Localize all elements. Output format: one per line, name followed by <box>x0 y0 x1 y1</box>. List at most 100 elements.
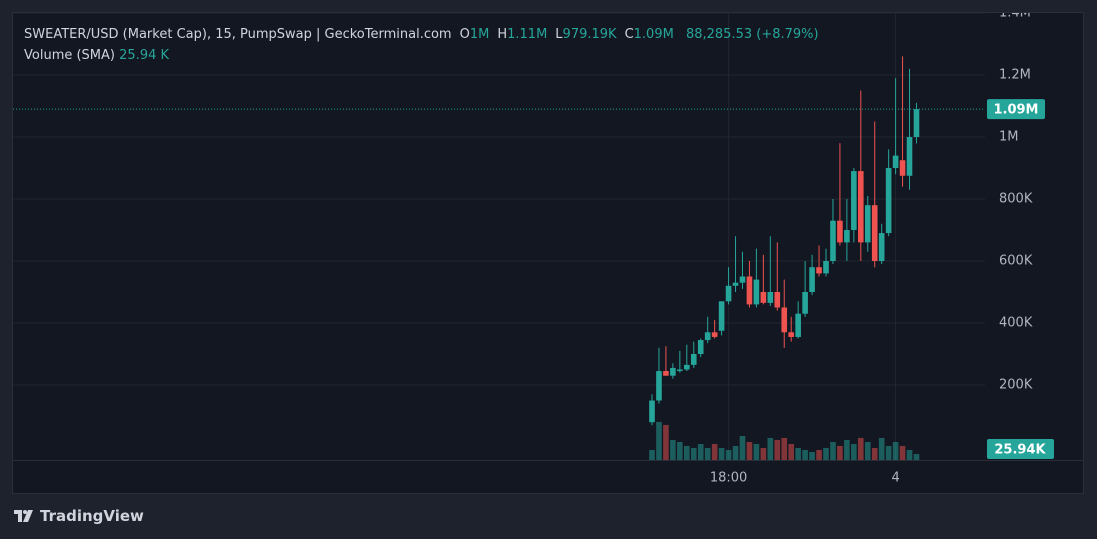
candle-body <box>837 220 843 243</box>
volume-value: 25.94 K <box>119 48 170 63</box>
candle-body <box>823 261 829 274</box>
candle-body <box>697 340 704 354</box>
volume-bar <box>802 449 808 460</box>
volume-bar <box>649 449 655 460</box>
volume-bar <box>725 449 732 460</box>
symbol-title: SWEATER/USD (Market Cap), 15, PumpSwap |… <box>24 27 452 42</box>
last-price-label: 1.09M <box>993 103 1038 118</box>
candle-body <box>906 137 913 176</box>
volume-bar <box>913 454 920 460</box>
candle-body <box>830 220 836 261</box>
candle-body <box>732 282 739 286</box>
volume-bar <box>837 445 843 460</box>
ohlc-value: 1.11M <box>507 27 548 42</box>
candle-body <box>684 364 690 370</box>
volume-bar <box>844 439 850 460</box>
candle-body <box>878 233 885 261</box>
volume-bar <box>892 441 899 460</box>
candle-body <box>677 369 683 372</box>
ohlc-value: 1.09M <box>633 27 674 42</box>
ohlc-value: 979.19K <box>562 27 617 42</box>
candle-body <box>913 109 920 137</box>
legend-row: SWEATER/USD (Market Cap), 15, PumpSwap |… <box>24 24 819 45</box>
y-tick-label: 1.4M <box>999 6 1031 21</box>
volume-bar <box>697 443 704 460</box>
candle-body <box>795 313 801 337</box>
volume-bar <box>760 447 767 460</box>
candle-body <box>753 279 760 305</box>
candle-body <box>871 205 878 261</box>
volume-bar <box>711 443 718 460</box>
candle-body <box>649 400 655 423</box>
volume-bar <box>732 445 739 460</box>
candle-body <box>809 267 815 292</box>
candle-body <box>781 307 788 333</box>
volume-bar <box>851 443 857 460</box>
candle-body <box>663 371 669 376</box>
candle-body <box>690 354 697 365</box>
volume-bar <box>864 441 871 460</box>
candle-body <box>864 205 871 243</box>
volume-bar <box>885 445 892 460</box>
candle-body <box>885 168 892 234</box>
candle-body <box>851 171 857 230</box>
volume-bar <box>746 441 753 460</box>
candle-body <box>802 292 808 314</box>
ohlc-key: L <box>555 27 563 42</box>
candle-body <box>760 292 767 303</box>
ohlc-values: O1M H1.11M L979.19K C1.09M <box>452 27 674 42</box>
y-tick-label: 1.2M <box>999 68 1031 83</box>
chart-frame <box>12 12 1084 494</box>
volume-bar <box>690 447 697 460</box>
volume-bar <box>795 447 801 460</box>
volume-bar <box>774 439 781 460</box>
brand-name: TradingView <box>40 507 144 525</box>
candle-body <box>746 276 753 305</box>
change: 88,285.53 (+8.79%) <box>685 27 819 42</box>
candle-body <box>725 285 732 302</box>
y-tick-label: 200K <box>999 378 1033 393</box>
y-tick-label: 800K <box>999 192 1033 207</box>
volume-row: Volume (SMA) 25.94 K <box>24 45 819 66</box>
candle-body <box>892 155 899 168</box>
volume-bar <box>656 421 662 460</box>
volume-bar <box>899 445 906 460</box>
volume-bar <box>823 447 829 460</box>
volume-bar <box>670 439 676 460</box>
volume-bar <box>753 443 760 460</box>
volume-bar <box>767 437 774 460</box>
brand: TradingView <box>14 507 144 525</box>
candle-body <box>767 292 774 303</box>
ohlc-key: C <box>624 27 634 42</box>
volume-badge-label: 25.94K <box>994 442 1046 457</box>
candle-body <box>670 367 676 376</box>
candle-body <box>858 171 864 243</box>
candle-body <box>816 267 822 274</box>
volume-bar <box>858 437 864 460</box>
volume-bar <box>878 437 885 460</box>
y-tick-label: 1M <box>999 130 1019 145</box>
candle-body <box>844 230 850 243</box>
candle-body <box>788 332 794 337</box>
volume-bar <box>663 424 669 460</box>
volume-bar <box>718 447 725 460</box>
volume-title: Volume (SMA) <box>24 48 115 63</box>
ohlc-key: O <box>459 27 470 42</box>
candle-body <box>774 292 781 308</box>
candle-body <box>718 301 725 331</box>
volume-bar <box>704 447 711 460</box>
brand-logo <box>14 510 33 522</box>
volume-bar <box>781 437 788 460</box>
last-price-badge <box>987 99 1045 120</box>
candle-body <box>704 332 711 341</box>
y-tick-label: 600K <box>999 254 1033 269</box>
volume-bar <box>809 451 815 460</box>
volume-bar <box>788 443 794 460</box>
ohlc-key: H <box>497 27 508 42</box>
volume-bar <box>830 441 836 460</box>
volume-bar <box>816 449 822 460</box>
candle-body <box>656 371 662 401</box>
ohlc-value: 1M <box>469 27 490 42</box>
